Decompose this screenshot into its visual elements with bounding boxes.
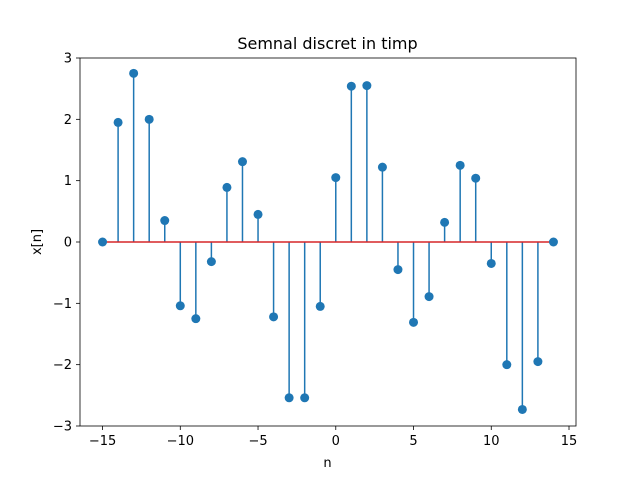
y-tick-label: 1 [64,174,72,189]
stem-marker [533,357,543,367]
stem-marker [393,265,403,275]
stem-marker [424,292,434,302]
x-tick-label: 0 [332,434,340,449]
stem-marker [517,404,527,414]
stem-marker [160,216,170,226]
stem-marker [113,117,123,127]
stem-marker [502,360,512,370]
x-axis-label: n [323,456,331,471]
stem-marker [269,312,279,322]
stem-marker [253,209,263,219]
x-tick-label: 5 [409,434,417,449]
stem-marker [331,173,341,183]
y-tick-label: −3 [53,420,72,435]
stem-marker [222,182,232,192]
stem-marker [377,162,387,172]
x-tick-label: 15 [561,434,578,449]
stem-marker [191,314,201,324]
stem-marker [440,217,450,227]
x-tick-label: −10 [167,434,194,449]
y-tick-label: −2 [53,358,72,373]
stem-marker [98,237,108,247]
stem-marker [175,301,185,311]
stem-marker [455,160,465,170]
stem-marker [237,157,247,167]
y-tick-label: 2 [64,113,72,128]
stem-marker [486,258,496,268]
y-tick-label: 0 [64,236,72,251]
y-tick-label: −1 [53,297,72,312]
stem-marker [548,237,558,247]
chart-title: Semnal discret in timp [237,34,417,53]
x-tick-label: −5 [248,434,267,449]
stem-marker [206,257,216,267]
stem-marker [362,81,372,91]
stem-marker [315,301,325,311]
stem-marker [144,114,154,124]
y-axis-label: x[n] [30,229,45,255]
x-tick-label: 10 [483,434,500,449]
y-tick-label: 3 [64,52,72,67]
stem-marker [346,81,356,91]
stem-marker [471,173,481,183]
stem-marker [129,68,139,78]
stem-marker [300,393,310,403]
x-tick-label: −15 [89,434,116,449]
stem-marker [284,393,294,403]
stem-marker [409,317,419,327]
